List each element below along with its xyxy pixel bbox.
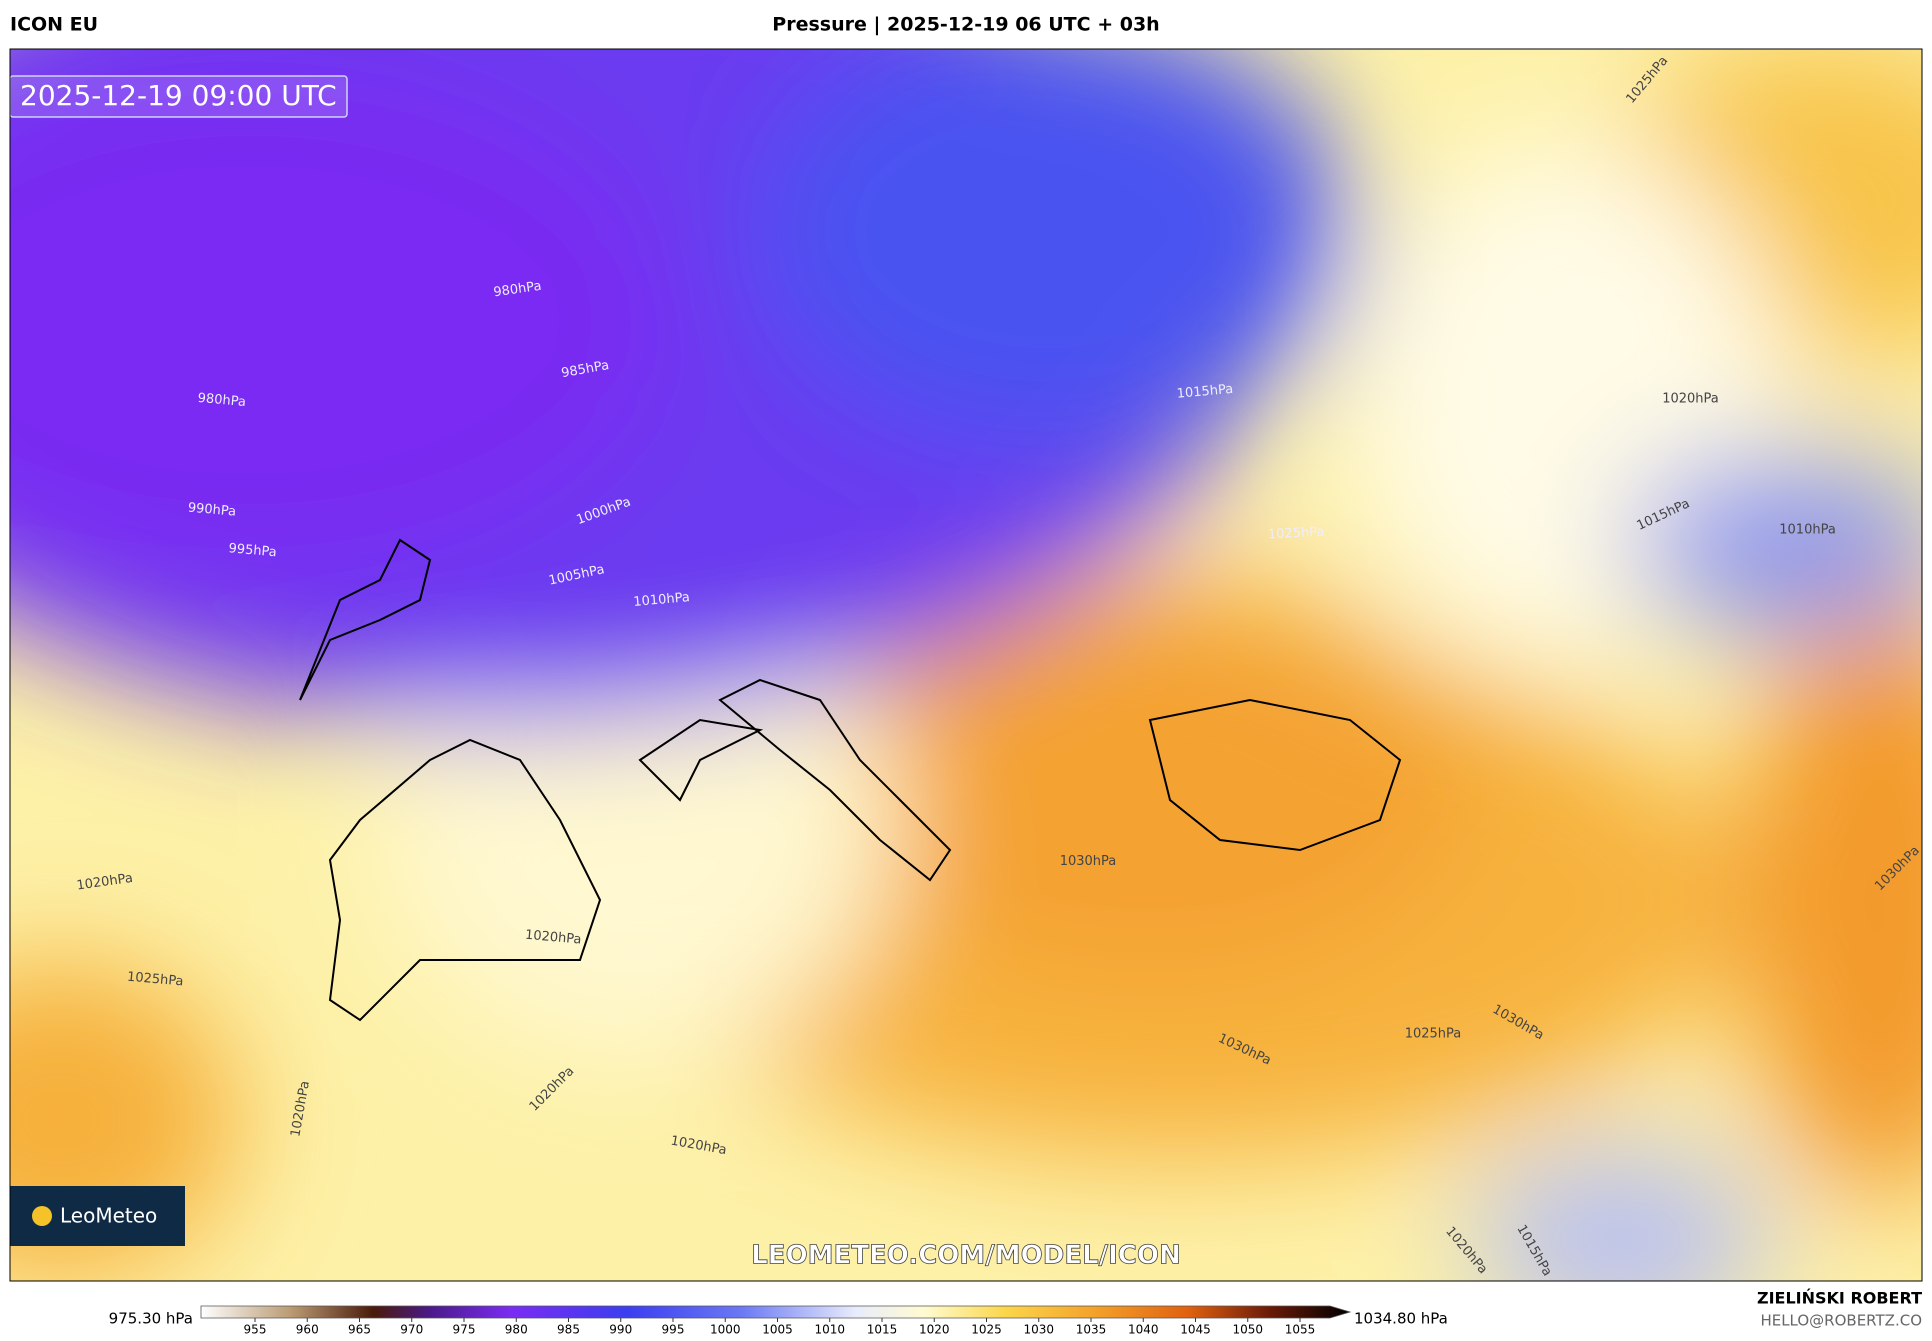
isobar-label: 980hPa <box>493 279 543 301</box>
colorbar-ticks: 955 960 965 970 975 980 985 990 995 1000 1005 1010 1… <box>244 1318 1316 1337</box>
isobar-label: 1030hPa <box>1060 854 1117 869</box>
logo-sun <box>32 1206 52 1226</box>
colorbar-tick-label: 1025 <box>971 1323 1002 1337</box>
isobar-label: 980hPa <box>197 391 246 410</box>
timestamp-box <box>10 75 348 118</box>
colorbar-tick-label: 1010 <box>814 1323 845 1337</box>
isobar-label: 1010hPa <box>1779 522 1836 537</box>
colorbar-tick-label: 1000 <box>710 1323 741 1337</box>
colorbar-tick-label: 995 <box>662 1323 685 1337</box>
isobar-label: 1025hPa <box>126 970 184 990</box>
isobar-label: 1020hPa <box>524 928 582 948</box>
colorbar-tick-label: 970 <box>400 1323 423 1337</box>
colorbar-tick-label: 960 <box>296 1323 319 1337</box>
colorbar-tick-label: 1040 <box>1128 1323 1159 1337</box>
colorbar-tick-label: 975 <box>453 1323 476 1337</box>
isobar-label: 990hPa <box>187 501 236 520</box>
isobar-label: 1025hPa <box>1405 1026 1462 1041</box>
colorbar-min: 975.30 hPa <box>109 1310 193 1328</box>
author: ZIELIŃSKI ROBERT <box>1757 1289 1922 1308</box>
colorbar-tick-label: 1045 <box>1180 1323 1211 1337</box>
colorbar-tick-label: 1055 <box>1285 1323 1316 1337</box>
isobar-label: 1025hPa <box>1268 525 1325 543</box>
colorbar-tick-label: 955 <box>244 1323 267 1337</box>
model-name: ICON EU <box>10 14 98 36</box>
isobar-label: 1015hPa <box>1176 382 1234 402</box>
logo-text: LeoMeteo <box>60 1204 157 1228</box>
colorbar-tick-label: 1005 <box>762 1323 793 1337</box>
colorbar-tick-label: 1035 <box>1076 1323 1107 1337</box>
colorbar-tick-label: 1030 <box>1023 1323 1054 1337</box>
colorbar-tick-label: 1015 <box>867 1323 898 1337</box>
title: Pressure | 2025-12-19 06 UTC + 03h <box>772 14 1159 36</box>
colorbar-tick-label: 985 <box>557 1323 580 1337</box>
watermark: LEOMETEO.COM/MODEL/ICON <box>751 1241 1181 1271</box>
colorbar-tick-label: 1020 <box>919 1323 950 1337</box>
isobar-label: 995hPa <box>228 541 277 560</box>
colorbar-max: 1034.80 hPa <box>1354 1310 1448 1328</box>
colorbar-tick-label: 1050 <box>1232 1323 1263 1337</box>
email: HELLO@ROBERTZ.CO <box>1760 1312 1922 1330</box>
colorbar-tick-label: 980 <box>505 1323 528 1337</box>
map-frame <box>9 48 1923 1282</box>
isobar-label: 1010hPa <box>633 590 691 610</box>
colorbar <box>200 1305 1352 1319</box>
colorbar-tick-label: 965 <box>348 1323 371 1337</box>
colorbar-tick-label: 990 <box>609 1323 632 1337</box>
timestamp: 2025-12-19 09:00 UTC <box>20 79 337 112</box>
coastline <box>299 538 1402 1022</box>
isobar-label: 1020hPa <box>1662 392 1719 407</box>
